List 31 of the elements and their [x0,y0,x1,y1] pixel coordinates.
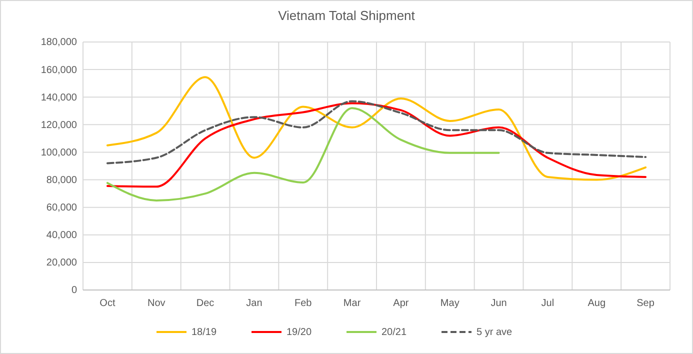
y-tick-label: 140,000 [40,92,78,104]
x-tick-label: Apr [393,298,410,309]
x-tick-label: Jul [541,298,554,309]
y-tick-label: 40,000 [46,230,78,242]
x-tick-label: Aug [588,298,606,309]
chart-title: Vietnam Total Shipment [278,8,416,23]
x-tick-label: Mar [343,298,362,309]
legend-label: 18/19 [192,327,217,338]
x-tick-label: Jan [246,298,262,309]
y-tick-label: 160,000 [40,64,78,76]
x-tick-label: Dec [196,298,214,309]
x-tick-label: Jun [490,298,507,309]
y-tick-label: 180,000 [40,37,78,48]
y-tick-label: 20,000 [46,258,78,269]
x-tick-label: Oct [100,298,116,309]
y-tick-label: 80,000 [46,174,78,186]
legend-label: 20/21 [382,327,407,338]
line-series [106,102,647,188]
x-tick-label: Nov [147,298,166,309]
legend-label: 19/20 [286,327,312,338]
line-series [106,76,647,181]
y-tick-label: 0 [71,285,78,296]
y-tick-label: 120,000 [40,120,78,131]
legend-label: 5 yr ave [476,327,513,338]
y-tick-label: 60,000 [46,202,78,214]
x-tick-label: Sep [636,298,655,309]
x-tick-label: May [440,298,460,309]
y-tick-label: 100,000 [40,147,78,158]
line-series [106,107,500,202]
line-series [106,100,647,164]
x-tick-label: Feb [294,298,312,309]
